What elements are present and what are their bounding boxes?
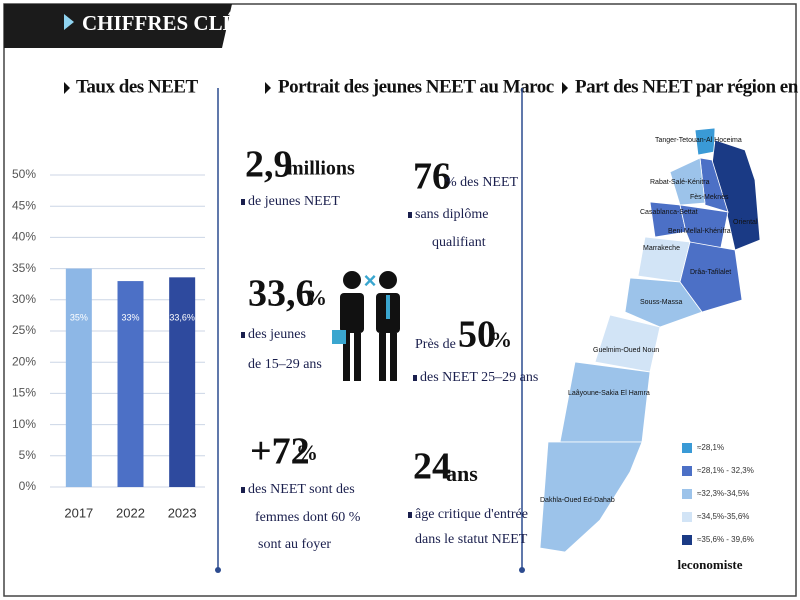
stat-line: qualifiant: [432, 235, 486, 250]
y-tick-label: 10%: [12, 417, 36, 431]
bar: [65, 268, 92, 487]
region-label: Guelmim-Oued Noun: [593, 347, 659, 354]
chart-title: Taux des NEET: [76, 76, 198, 97]
divider-dot: [215, 567, 221, 573]
legend-label: ≈28,1% - 32,3%: [697, 466, 754, 475]
stat-line: des jeunes: [248, 327, 306, 342]
x-tick-label: 2023: [168, 505, 197, 520]
value-label: 35%: [70, 312, 88, 322]
stat-unit: %: [305, 285, 327, 310]
arrow: [265, 82, 271, 94]
stat-number: 24: [413, 446, 451, 488]
bullet: [241, 199, 245, 205]
x-tick-label: 2017: [64, 505, 93, 520]
stat-number: +72: [250, 431, 310, 473]
arrow: [562, 82, 568, 94]
stat-number: 2,9: [245, 144, 293, 186]
region-label: Fès-Meknès: [690, 194, 729, 201]
stat-unit: %: [490, 327, 512, 352]
region-label: Laâyoune-Sakia El Hamra: [568, 390, 650, 397]
region-label: Rabat-Salé-Kénitra: [650, 179, 710, 186]
header-arrow: [64, 14, 74, 30]
region-label: Oriental: [733, 219, 758, 226]
region-label: Tanger-Tetouan-Al Hoceima: [655, 137, 742, 144]
stat-prefix: Près de: [415, 337, 456, 352]
stat-line: femmes dont 60 %: [255, 510, 361, 525]
y-tick-label: 35%: [12, 261, 36, 275]
source: leconomiste: [678, 557, 743, 572]
y-tick-label: 20%: [12, 354, 36, 368]
region-label: Souss-Massa: [640, 299, 683, 306]
stat-line: de 15–29 ans: [248, 357, 322, 372]
section-title: Part des NEET par région en 2023: [575, 76, 800, 97]
stat-line: âge critique d'entrée: [415, 507, 528, 522]
stat-unit: %: [296, 440, 318, 465]
y-tick-label: 25%: [12, 323, 36, 337]
y-tick-label: 5%: [19, 448, 37, 462]
legend-swatch: [682, 535, 692, 545]
x-tick-label: 2022: [116, 505, 145, 520]
region-label: Marrakeche: [643, 245, 680, 252]
svg-text:×: ×: [364, 268, 377, 293]
legend-swatch: [682, 489, 692, 499]
value-label: 33,6%: [169, 312, 195, 322]
stat-line: sont au foyer: [258, 537, 331, 552]
divider-dot: [519, 567, 525, 573]
value-label: 33%: [121, 312, 139, 322]
stat-unit: % des NEET: [445, 175, 519, 190]
region-label: Beni Mellal-Khénifra: [668, 228, 731, 235]
header-band: [4, 4, 232, 48]
bullet: [408, 512, 412, 518]
legend-label: ≈28,1%: [697, 443, 724, 452]
y-tick-label: 45%: [12, 198, 36, 212]
map-shape: [539, 127, 761, 553]
bar: [117, 281, 144, 487]
region-label: Casablanca-Settat: [640, 209, 698, 216]
stat-line: des NEET sont des: [248, 482, 355, 497]
stat-unit: millions: [287, 158, 355, 180]
bullet: [413, 375, 417, 381]
legend-swatch: [682, 443, 692, 453]
y-tick-label: 15%: [12, 386, 36, 400]
stat-number: 76: [413, 156, 451, 198]
section-title: Portrait des jeunes NEET au Maroc: [278, 76, 554, 97]
legend-swatch: [682, 512, 692, 522]
header-title: CHIFFRES CLÉS: [82, 11, 248, 35]
y-tick-label: 0%: [19, 479, 37, 493]
y-tick-label: 40%: [12, 230, 36, 244]
stat-line: de jeunes NEET: [248, 194, 340, 209]
stat-number: 50: [458, 314, 496, 356]
bullet: [408, 212, 412, 218]
legend-label: ≈34,5%-35,6%: [697, 512, 749, 521]
legend-swatch: [682, 466, 692, 476]
stat-line: sans diplôme: [415, 207, 489, 222]
bullet: [241, 332, 245, 338]
stat-unit: ans: [446, 461, 478, 486]
arrow: [64, 82, 70, 94]
region-label: Drâa-Tafilalet: [690, 269, 731, 276]
stat-number: 33,6: [248, 273, 315, 315]
people-icon: ×: [332, 268, 400, 381]
bullet: [241, 487, 245, 493]
y-tick-label: 30%: [12, 292, 36, 306]
stat-line: des NEET 25–29 ans: [420, 370, 538, 385]
legend-label: ≈35,6% - 39,6%: [697, 535, 754, 544]
legend-label: ≈32,3%-34,5%: [697, 489, 749, 498]
bar: [169, 277, 196, 487]
stat-line: dans le statut NEET: [415, 532, 528, 547]
y-tick-label: 50%: [12, 167, 36, 181]
region-label: Dakhla-Oued Ed-Dahab: [540, 497, 615, 504]
